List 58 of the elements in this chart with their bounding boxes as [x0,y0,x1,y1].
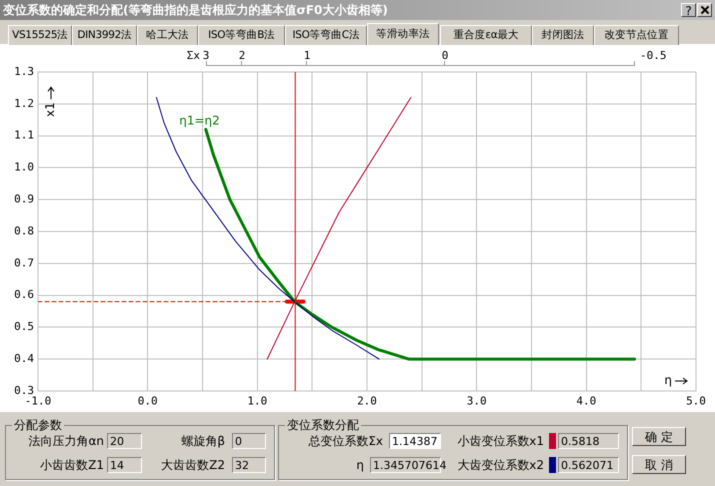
text: 0 [232,433,266,449]
text: η [355,457,364,473]
text: 14 [107,457,142,473]
text: 大齿变位系数x2 [456,457,544,473]
text: 1.14387 [389,433,441,449]
y-tick-label: 0.4 [14,352,34,365]
y-tick-label: 0.5 [14,320,34,334]
text: 螺旋角β [181,434,225,448]
text: 3 [202,49,210,63]
y-tick-label: 0.6 [14,288,34,302]
y-tick-label: 1.0 [14,160,34,174]
y-axis-title: x1 [43,102,58,117]
text: 0.5818 [558,433,619,449]
y-tick-label: 1.2 [14,96,34,110]
text: 等滑动率法 [367,23,439,45]
x-tick-label: 5.0 [686,394,706,408]
text: 分配参数 [12,418,64,432]
text: 2 [238,49,246,63]
text: 20 [107,433,142,449]
text: ISO等弯曲B法 [198,25,285,45]
y-tick-label: 1.3 [14,64,34,78]
text: -0.5 [640,49,668,63]
y-tick-label: 0.3 [14,384,34,397]
series-label: η1=η2 [179,114,220,128]
text: DIN3992法 [72,25,137,45]
y-tick-label: 0.9 [14,192,34,206]
text: 封闭图法 [532,25,594,45]
text: 32 [232,457,266,473]
text: 0 [440,49,450,63]
text: 1 [302,49,312,63]
x-tick-label: 4.0 [576,394,596,408]
x-tick-label: 1.0 [247,394,268,408]
x-tick-label: 3.0 [466,394,487,408]
text: 0.562071 [558,457,619,473]
x-tick-label: -1.0 [24,394,52,408]
text: Σx [186,49,200,63]
text: 变位系数分配 [285,418,361,432]
text: ? [681,3,696,18]
x-tick-label: 2.0 [357,394,377,408]
text: 1.345707614 [372,458,446,473]
text: 重合度εα最大 [440,25,532,45]
text: 法向压力角αn [27,433,104,449]
text: 小齿齿数Z1 [39,457,104,473]
x-tick-label: 0.0 [138,394,158,408]
text: 小齿变位系数x1 [456,433,544,449]
x-axis-title: η [664,373,672,388]
text: 取 消 [632,455,686,474]
y-tick-label: 0.7 [14,256,34,270]
y-tick-label: 1.1 [14,128,34,142]
text: ISO等弯曲C法 [285,25,367,45]
text: 改变节点位置 [594,25,679,45]
y-tick-label: 0.8 [14,224,34,238]
text: VS15525法 [8,25,72,45]
text: 总变位系数Σx [307,433,383,449]
text: 大齿齿数Z2 [161,458,225,472]
chart-title: 变位系数的确定和分配(等弯曲指的是齿根应力的基本值σF0大小齿相等) [3,3,388,17]
text: 确 定 [632,427,686,446]
text: 哈工大法 [137,25,198,45]
